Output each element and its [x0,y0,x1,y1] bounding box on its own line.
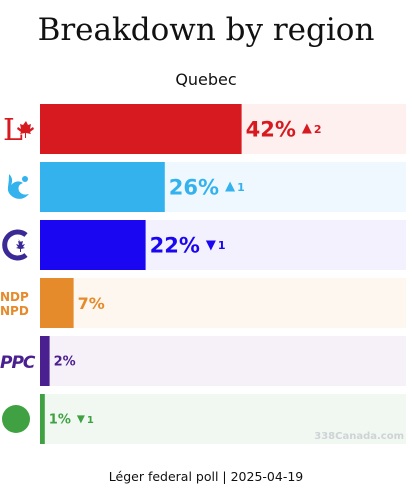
change-up-icon [301,123,312,134]
value-label: 26% [169,176,219,200]
bq-logo-icon [7,174,29,199]
value-label: 7% [78,294,105,313]
chart-title: Breakdown by region [37,12,375,48]
ndp-logo-icon: NDP [0,290,29,304]
change-label: 1 [237,181,245,194]
lpc-logo-icon: L [3,113,34,148]
change-down-icon [76,415,85,424]
cpc-logo-icon [2,229,28,261]
gpc-logo-icon [2,405,30,433]
value-label: 22% [150,234,200,258]
value-label: 1% [49,413,71,428]
bar [40,394,45,444]
change-label: 1 [218,239,226,252]
svg-text:L: L [3,113,23,148]
bar [40,278,74,328]
ppc-logo-icon: PPC [0,353,36,373]
chart-subtitle: Quebec [175,70,237,89]
chart-footer: Léger federal poll | 2025-04-19 [108,469,304,484]
bar [40,162,165,212]
ndp-logo-text: NPD [0,304,29,318]
bar [40,104,242,154]
bar-track [40,336,406,386]
bar [40,220,146,270]
bar [40,336,50,386]
bar-track [40,278,406,328]
change-label: 2 [314,123,322,136]
watermark: 338Canada.com [314,431,404,442]
bar-track [40,394,406,444]
value-label: 42% [246,118,296,142]
change-down-icon [205,240,216,251]
value-label: 2% [54,355,76,370]
change-label: 1 [87,415,94,426]
change-up-icon [225,181,236,192]
